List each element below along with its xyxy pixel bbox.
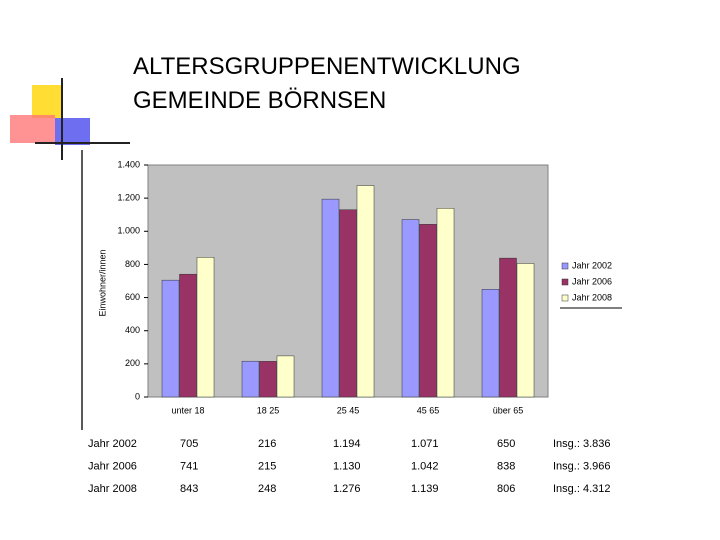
bar bbox=[436, 208, 455, 398]
x-tick-label: unter 18 bbox=[171, 405, 204, 415]
deco-blue bbox=[55, 118, 90, 145]
deco-red bbox=[10, 115, 55, 143]
table-cell: Jahr 2008 bbox=[88, 483, 137, 495]
title-line: ALTERSGRUPPENENTWICKLUNG bbox=[133, 53, 521, 80]
deco-yellow bbox=[32, 85, 63, 118]
y-tick-label: 1.200 bbox=[117, 193, 140, 203]
table-cell: 1.071 bbox=[411, 438, 439, 450]
legend-swatch bbox=[561, 262, 569, 270]
x-tick-label: über 65 bbox=[493, 405, 524, 415]
legend-label: Jahr 2006 bbox=[572, 276, 612, 286]
table-cell: 1.139 bbox=[411, 483, 439, 495]
legend-label: Jahr 2002 bbox=[572, 260, 612, 270]
table-cell: Insg.: 4.312 bbox=[553, 483, 611, 495]
table-cell: 806 bbox=[497, 483, 515, 495]
bar bbox=[321, 198, 340, 398]
table-cell: 838 bbox=[497, 460, 515, 472]
x-tick-label: 45 65 bbox=[417, 405, 440, 415]
legend-swatch bbox=[561, 294, 569, 302]
y-tick-label: 1.400 bbox=[117, 159, 140, 169]
bar bbox=[419, 224, 437, 398]
table-cell: Insg.: 3.966 bbox=[553, 460, 611, 472]
x-tick-label: 18 25 bbox=[257, 405, 280, 415]
table-cell: 650 bbox=[497, 438, 515, 450]
y-tick-label: 600 bbox=[125, 292, 140, 302]
table-cell: Insg.: 3.836 bbox=[553, 438, 611, 450]
table-cell: 1.194 bbox=[333, 438, 361, 450]
table-cell: 1.130 bbox=[333, 460, 361, 472]
bar bbox=[516, 263, 535, 398]
y-tick-label: 0 bbox=[135, 391, 140, 401]
table-cell: 1.276 bbox=[333, 483, 361, 495]
bar bbox=[339, 209, 357, 398]
y-tick-label: 800 bbox=[125, 259, 140, 269]
bar bbox=[259, 361, 277, 398]
table-cell: 705 bbox=[180, 438, 198, 450]
y-axis-label: Einwohner/innen bbox=[97, 249, 107, 316]
bar bbox=[356, 185, 375, 398]
bar bbox=[179, 273, 197, 398]
table-cell: 216 bbox=[258, 438, 276, 450]
bar bbox=[481, 289, 500, 398]
bar bbox=[401, 219, 420, 398]
table-cell: 248 bbox=[258, 483, 276, 495]
table-cell: 1.042 bbox=[411, 460, 439, 472]
bar bbox=[276, 355, 295, 398]
y-tick-label: 200 bbox=[125, 358, 140, 368]
table-cell: 741 bbox=[180, 460, 198, 472]
x-tick-label: 25 45 bbox=[337, 405, 360, 415]
table-cell: Jahr 2006 bbox=[88, 460, 137, 472]
y-tick-label: 400 bbox=[125, 325, 140, 335]
table-cell: 843 bbox=[180, 483, 198, 495]
bar bbox=[196, 257, 215, 398]
bar bbox=[241, 360, 260, 398]
legend-swatch bbox=[561, 278, 569, 286]
bar bbox=[161, 279, 180, 398]
legend-label: Jahr 2008 bbox=[572, 292, 612, 302]
y-tick-label: 1.000 bbox=[117, 226, 140, 236]
table-cell: Jahr 2002 bbox=[88, 438, 137, 450]
bar bbox=[499, 257, 517, 398]
table-cell: 215 bbox=[258, 460, 276, 472]
title-line: GEMEINDE BÖRNSEN bbox=[133, 87, 386, 114]
